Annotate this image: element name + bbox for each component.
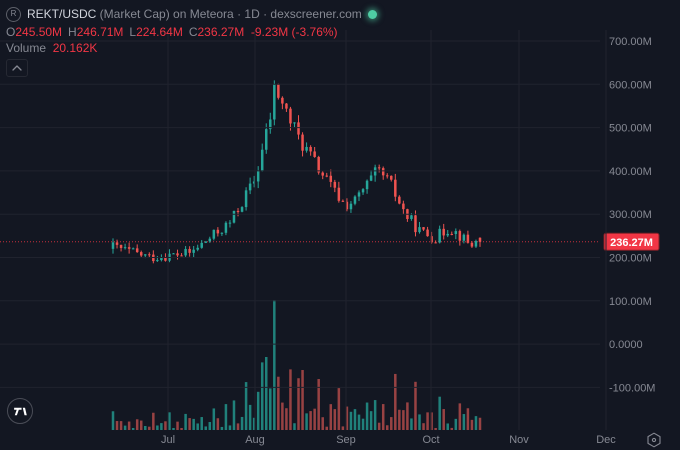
svg-text:100.00M: 100.00M xyxy=(609,296,652,308)
svg-text:400.00M: 400.00M xyxy=(609,166,652,178)
svg-text:-100.00M: -100.00M xyxy=(609,382,655,394)
svg-text:700.00M: 700.00M xyxy=(609,36,652,48)
svg-text:Aug: Aug xyxy=(245,434,265,446)
svg-text:300.00M: 300.00M xyxy=(609,209,652,221)
svg-text:236.27M: 236.27M xyxy=(610,237,653,249)
svg-text:600.00M: 600.00M xyxy=(609,79,652,91)
svg-text:200.00M: 200.00M xyxy=(609,253,652,265)
svg-text:Sep: Sep xyxy=(336,434,356,446)
svg-text:500.00M: 500.00M xyxy=(609,123,652,135)
svg-text:0.0000: 0.0000 xyxy=(609,339,643,351)
svg-text:Nov: Nov xyxy=(509,434,529,446)
svg-text:Oct: Oct xyxy=(422,434,439,446)
svg-text:Dec: Dec xyxy=(596,434,616,446)
svg-text:Jul: Jul xyxy=(161,434,175,446)
